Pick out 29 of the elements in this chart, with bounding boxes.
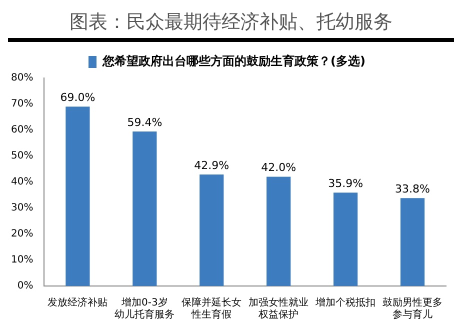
y-tick-label: 10%	[10, 254, 34, 266]
bar	[334, 192, 358, 286]
y-tick-label: 60%	[10, 124, 34, 136]
y-tick-label: 70%	[10, 98, 34, 110]
y-tick-label: 30%	[10, 202, 34, 214]
bar	[66, 106, 90, 286]
bar	[132, 132, 157, 286]
data-label: 59.4%	[127, 116, 162, 129]
data-label: 35.9%	[328, 177, 364, 190]
y-tick-label: 0%	[17, 280, 34, 292]
bar	[200, 174, 224, 286]
x-tick-label: 增加个税抵扣	[314, 296, 376, 309]
data-label: 42.9%	[194, 158, 230, 172]
bar	[400, 198, 425, 286]
chart-title: 图表：民众最期待经济补贴、托幼服务	[68, 10, 394, 35]
x-tick-label: 增加0-3岁幼儿托育服务	[114, 296, 175, 321]
y-tick-label: 40%	[10, 176, 34, 188]
data-label: 42.0%	[261, 161, 296, 174]
y-tick-label: 50%	[10, 150, 34, 162]
x-tick-label: 保障并延长女性生育假	[182, 296, 242, 321]
data-label: 33.8%	[395, 182, 430, 196]
x-tick-label: 加强女性就业权益保护	[248, 296, 309, 321]
data-label: 69.0%	[60, 90, 96, 104]
y-tick-label: 20%	[10, 228, 34, 240]
bar	[266, 176, 291, 286]
legend-label: 您希望政府出台哪些方面的鼓励生育政策？(多选)	[102, 54, 366, 68]
x-tick-label: 发放经济补贴	[48, 296, 108, 309]
y-tick-label: 80%	[10, 72, 34, 84]
x-tick-label: 鼓励男性更多参与育儿	[382, 296, 443, 321]
